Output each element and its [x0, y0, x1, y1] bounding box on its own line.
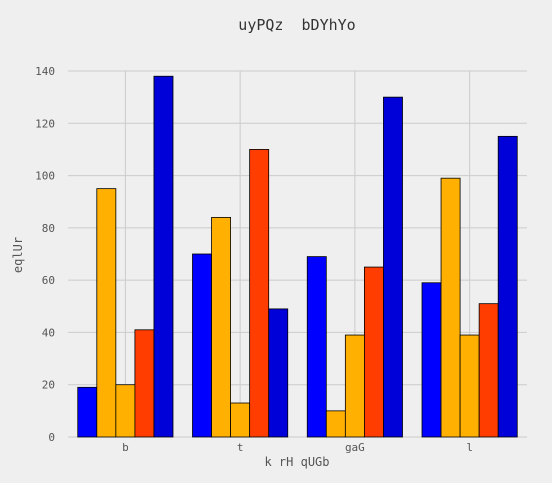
y-tick-label: 120 — [35, 117, 55, 130]
bar — [249, 149, 270, 438]
x-tick-label: l — [466, 441, 473, 454]
bars — [77, 75, 518, 438]
y-tick-label: 0 — [48, 431, 55, 444]
y-axis-ticks: 0 20 40 60 80 100 120 140 — [35, 65, 55, 444]
bar — [459, 334, 480, 438]
y-tick-label: 100 — [35, 170, 55, 183]
y-tick-label: 60 — [42, 274, 55, 287]
y-tick-label: 80 — [42, 222, 55, 235]
bar — [363, 266, 384, 438]
bar — [440, 177, 461, 438]
y-axis-label: eqlUr — [11, 237, 25, 273]
bar — [478, 303, 499, 438]
bar — [497, 135, 518, 438]
chart-title: uyPQz bDYhYo — [238, 16, 355, 34]
bar — [192, 253, 212, 438]
bar — [268, 308, 289, 438]
x-tick-label: gaG — [345, 441, 365, 454]
x-tick-label: b — [122, 441, 129, 454]
bar — [344, 334, 365, 438]
x-tick-label: t — [237, 441, 244, 454]
bar — [211, 216, 232, 438]
x-axis-ticks: b t gaG l — [122, 441, 473, 454]
bar — [306, 256, 327, 438]
bar — [325, 410, 346, 438]
bar — [383, 96, 403, 438]
y-tick-label: 20 — [42, 379, 55, 392]
bar — [153, 75, 174, 438]
bar — [115, 384, 136, 438]
bar — [230, 402, 251, 438]
x-axis-label: k rH qUGb — [264, 455, 329, 469]
y-tick-label: 40 — [42, 326, 55, 339]
bar — [77, 386, 98, 438]
bar — [421, 282, 442, 438]
bar — [96, 188, 117, 438]
bar — [134, 329, 155, 438]
y-tick-label: 140 — [35, 65, 55, 78]
